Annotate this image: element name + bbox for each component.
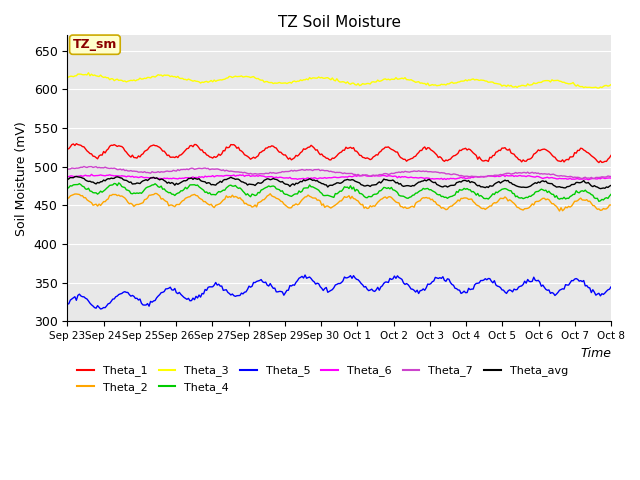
Theta_3	[254, 75, 262, 81]
Theta_2	[303, 194, 310, 200]
Theta_1	[132, 155, 140, 160]
Theta_7	[589, 176, 596, 181]
Theta_3	[63, 74, 71, 80]
Theta_1	[303, 145, 310, 151]
Theta_1	[63, 146, 71, 152]
Theta_4	[115, 180, 123, 186]
Legend: Theta_1, Theta_2, Theta_3, Theta_4, Theta_5, Theta_6, Theta_7, Theta_avg: Theta_1, Theta_2, Theta_3, Theta_4, Thet…	[73, 361, 572, 397]
Line: Theta_avg: Theta_avg	[67, 176, 611, 189]
Line: Theta_2: Theta_2	[67, 193, 611, 211]
Theta_1	[72, 141, 80, 146]
Theta_7	[63, 167, 71, 172]
Theta_4	[63, 186, 71, 192]
Theta_3	[607, 82, 615, 87]
Theta_4	[245, 192, 253, 198]
Theta_7	[607, 174, 615, 180]
X-axis label: Time: Time	[580, 347, 611, 360]
Theta_5	[245, 283, 253, 289]
Theta_avg	[227, 174, 235, 180]
Theta_6	[227, 173, 235, 179]
Theta_7	[132, 168, 140, 174]
Theta_1	[254, 153, 262, 159]
Line: Theta_6: Theta_6	[67, 174, 611, 180]
Y-axis label: Soil Moisture (mV): Soil Moisture (mV)	[15, 121, 28, 236]
Theta_3	[579, 84, 586, 89]
Theta_avg	[596, 186, 604, 192]
Theta_1	[607, 153, 615, 158]
Theta_2	[130, 204, 138, 209]
Theta_1	[579, 146, 586, 152]
Theta_5	[227, 292, 235, 298]
Theta_3	[227, 74, 235, 80]
Theta_2	[254, 200, 262, 205]
Theta_4	[579, 188, 586, 193]
Theta_2	[245, 203, 253, 208]
Theta_1	[227, 142, 235, 147]
Theta_5	[254, 278, 262, 284]
Theta_3	[132, 78, 140, 84]
Theta_4	[607, 192, 615, 197]
Theta_7	[303, 167, 310, 172]
Theta_avg	[63, 177, 71, 183]
Theta_6	[254, 173, 262, 179]
Theta_3	[595, 85, 603, 91]
Theta_6	[579, 176, 586, 182]
Theta_5	[97, 306, 104, 312]
Theta_4	[595, 199, 603, 204]
Theta_2	[580, 197, 588, 203]
Theta_avg	[72, 173, 80, 179]
Theta_4	[254, 190, 262, 195]
Theta_2	[227, 194, 235, 200]
Theta_avg	[132, 181, 140, 187]
Theta_4	[132, 191, 140, 196]
Theta_2	[607, 202, 615, 208]
Line: Theta_7: Theta_7	[67, 167, 611, 179]
Theta_avg	[303, 177, 310, 183]
Theta_6	[584, 177, 592, 182]
Theta_2	[63, 196, 71, 202]
Theta_avg	[607, 182, 615, 188]
Line: Theta_1: Theta_1	[67, 144, 611, 163]
Line: Theta_4: Theta_4	[67, 183, 611, 202]
Theta_avg	[245, 181, 253, 187]
Theta_6	[245, 172, 253, 178]
Theta_5	[304, 275, 312, 280]
Theta_4	[303, 185, 310, 191]
Theta_7	[80, 164, 88, 169]
Theta_6	[303, 175, 310, 181]
Theta_5	[132, 296, 140, 301]
Theta_4	[227, 182, 235, 188]
Title: TZ Soil Moisture: TZ Soil Moisture	[278, 15, 401, 30]
Theta_5	[63, 301, 71, 307]
Theta_3	[303, 76, 310, 82]
Theta_6	[132, 174, 140, 180]
Theta_2	[556, 208, 563, 214]
Line: Theta_5: Theta_5	[67, 275, 611, 309]
Theta_7	[579, 176, 586, 181]
Text: TZ_sm: TZ_sm	[73, 38, 117, 51]
Theta_7	[227, 168, 235, 174]
Theta_3	[84, 70, 92, 76]
Theta_avg	[579, 179, 586, 185]
Theta_6	[63, 174, 71, 180]
Theta_1	[245, 155, 253, 160]
Theta_2	[151, 191, 159, 196]
Theta_6	[607, 175, 615, 181]
Theta_7	[254, 171, 262, 177]
Theta_1	[595, 160, 603, 166]
Line: Theta_3: Theta_3	[67, 73, 611, 88]
Theta_5	[607, 284, 615, 290]
Theta_avg	[254, 180, 262, 186]
Theta_7	[245, 171, 253, 177]
Theta_5	[580, 277, 588, 283]
Theta_3	[245, 74, 253, 80]
Theta_6	[88, 171, 95, 177]
Theta_5	[301, 272, 309, 278]
